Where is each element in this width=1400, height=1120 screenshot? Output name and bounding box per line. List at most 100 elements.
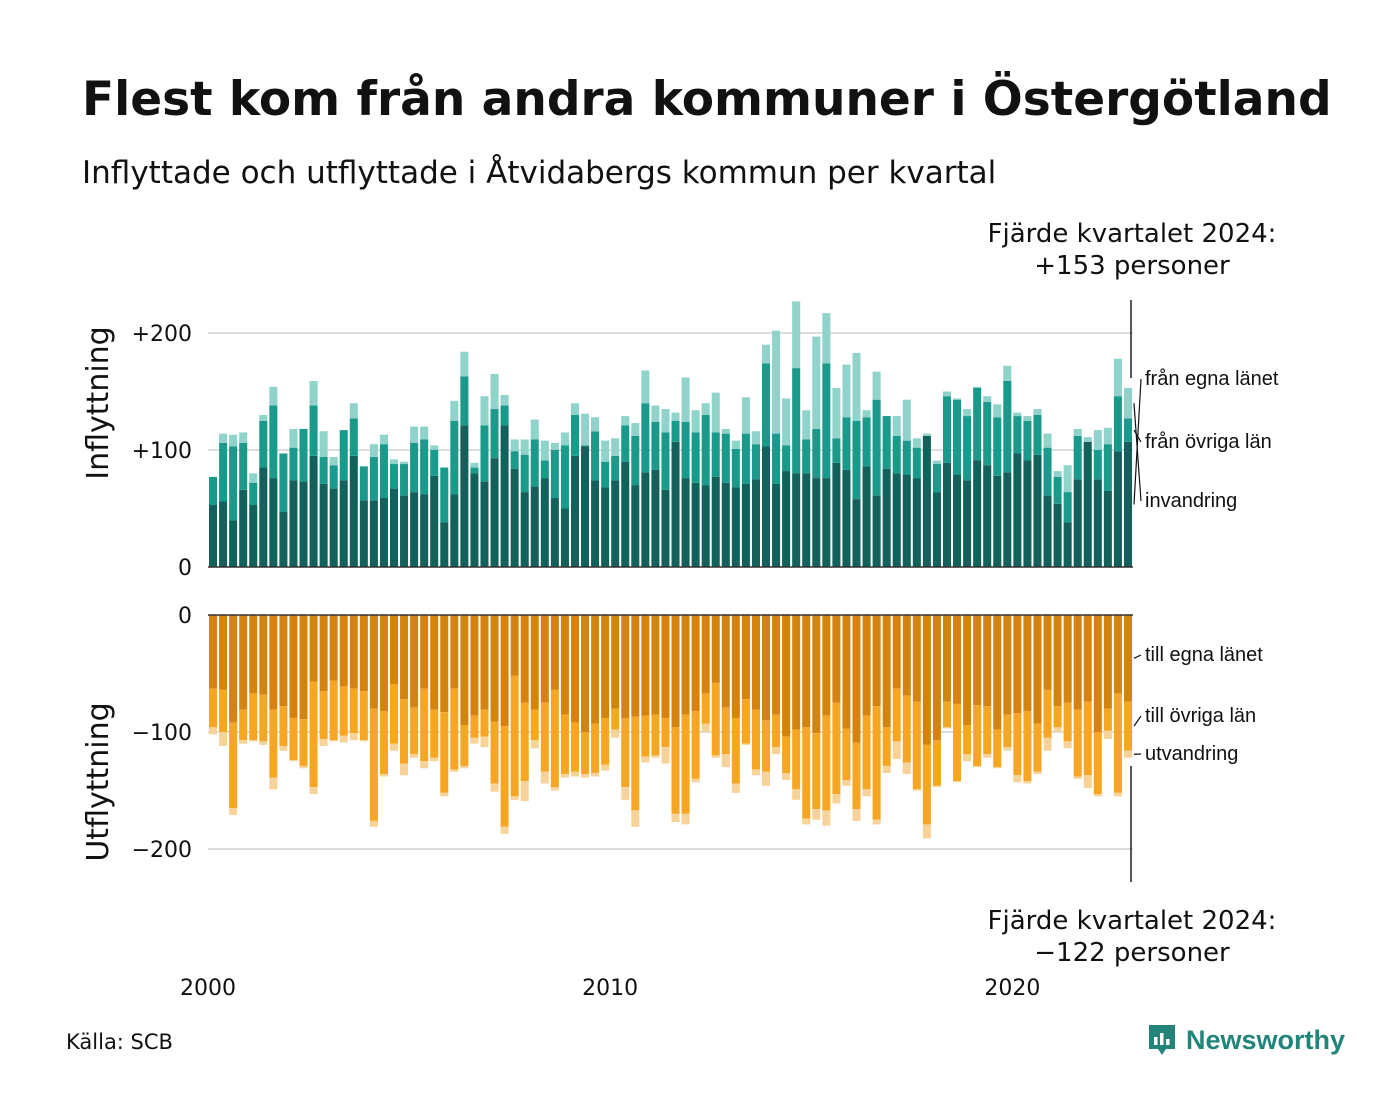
bar-out-0 (631, 615, 640, 717)
segment-labels: från egna länet från övriga län invandring… (1133, 368, 1279, 765)
bar-in-2 (932, 460, 941, 465)
bar-in-1 (1073, 435, 1082, 480)
bar-out-1 (973, 705, 982, 766)
bar-in-1 (842, 417, 851, 470)
bar-out-1 (741, 699, 750, 744)
segment-label-in: från övriga län (1145, 431, 1272, 453)
bar-in-2 (349, 403, 358, 419)
bar-out-2 (520, 781, 529, 802)
bar-in-0 (681, 478, 690, 567)
bar-out-2 (772, 747, 781, 755)
bar-in-0 (1013, 453, 1022, 567)
bar-out-1 (550, 689, 559, 787)
bar-out-0 (299, 615, 308, 720)
bar-in-2 (641, 370, 650, 404)
bar-out-0 (751, 615, 760, 710)
bar-in-1 (510, 451, 519, 469)
bar-in-1 (902, 440, 911, 475)
bar-out-2 (299, 765, 308, 769)
bar-out-0 (902, 615, 911, 696)
bar-in-2 (400, 461, 409, 465)
bar-out-2 (550, 786, 559, 791)
bar-out-1 (430, 709, 439, 758)
bar-out-2 (852, 809, 861, 821)
bar-in-2 (520, 439, 529, 455)
bar-in-2 (319, 431, 328, 458)
bar-out-1 (661, 717, 670, 748)
bar-out-0 (470, 615, 479, 716)
bar-out-0 (922, 615, 931, 745)
bar-in-0 (530, 486, 539, 567)
bar-in-2 (269, 386, 278, 406)
bar-in-0 (470, 473, 479, 567)
annotation-top-line2: +153 personer (1034, 251, 1230, 281)
bar-in-1 (1113, 396, 1122, 452)
bar-in-1 (470, 467, 479, 474)
bar-in-0 (932, 492, 941, 567)
bar-in-1 (279, 453, 288, 513)
bar-out-1 (922, 744, 931, 825)
bar-in-1 (631, 435, 640, 486)
bar-out-0 (963, 615, 972, 725)
bar-out-1 (349, 688, 358, 734)
annotation-bottom-line2: −122 personer (1034, 938, 1230, 968)
bar-in-1 (1043, 447, 1052, 496)
bar-out-1 (953, 703, 962, 782)
bar-out-0 (319, 615, 328, 692)
segment-leader-in (1133, 378, 1142, 505)
bar-out-1 (591, 723, 600, 773)
bar-out-2 (651, 755, 660, 758)
bar-out-0 (229, 615, 238, 723)
bar-out-0 (520, 615, 529, 703)
bar-out-1 (932, 740, 941, 786)
bar-out-1 (621, 717, 630, 787)
bar-out-0 (219, 615, 228, 690)
bar-in-2 (470, 462, 479, 468)
bar-in-0 (1003, 472, 1012, 567)
bar-in-1 (651, 421, 660, 470)
bar-out-2 (269, 777, 278, 790)
bar-out-1 (942, 701, 952, 728)
bar-in-0 (239, 489, 248, 567)
bar-in-0 (1093, 479, 1102, 567)
bar-out-1 (902, 695, 911, 763)
bar-out-0 (410, 615, 419, 708)
bar-in-1 (741, 433, 750, 484)
bar-out-0 (1073, 615, 1082, 710)
bar-in-0 (1123, 441, 1132, 567)
bar-in-2 (510, 439, 519, 452)
bar-in-1 (1103, 444, 1112, 491)
bar-in-2 (993, 404, 1002, 418)
bar-in-2 (812, 336, 821, 429)
bar-out-1 (540, 702, 549, 772)
bar-in-1 (751, 444, 760, 480)
bar-in-2 (802, 410, 811, 440)
bar-in-1 (209, 476, 218, 505)
bar-in-0 (1083, 441, 1092, 567)
bar-out-2 (832, 794, 841, 804)
bar-in-0 (822, 478, 831, 567)
bar-in-1 (229, 446, 238, 521)
bar-out-0 (872, 615, 881, 707)
bar-out-0 (812, 615, 821, 734)
bar-in-0 (751, 479, 760, 567)
bar-in-1 (1123, 418, 1132, 442)
bar-in-2 (249, 473, 258, 483)
bar-out-0 (1013, 615, 1022, 714)
bar-out-0 (450, 615, 459, 689)
bar-out-2 (983, 754, 992, 758)
bar-in-1 (359, 466, 368, 501)
bar-out-1 (460, 724, 469, 766)
bar-in-2 (229, 434, 238, 447)
bar-in-1 (540, 460, 549, 479)
bar-out-2 (209, 727, 218, 735)
bar-in-2 (671, 412, 680, 421)
bar-in-0 (621, 461, 630, 567)
bar-out-0 (1123, 615, 1132, 702)
bar-out-1 (209, 688, 218, 728)
bar-in-1 (289, 447, 298, 481)
bar-out-2 (229, 808, 238, 816)
bar-out-2 (289, 760, 298, 762)
bar-out-0 (560, 615, 569, 715)
bar-out-0 (510, 615, 519, 676)
